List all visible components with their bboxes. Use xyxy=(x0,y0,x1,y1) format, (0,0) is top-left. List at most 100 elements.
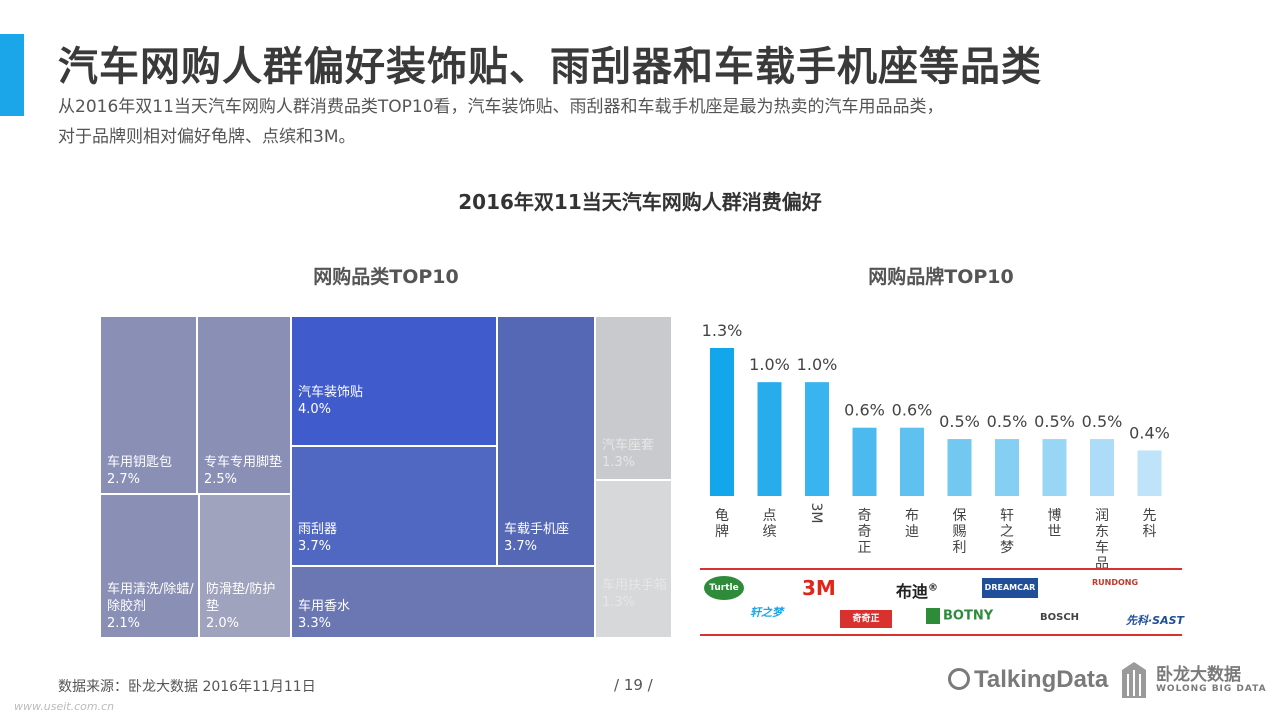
bar-category-label: 点缤 xyxy=(763,508,777,540)
bar-category-label: 先科 xyxy=(1143,508,1157,540)
xuanzhimeng-logo: 轩之梦 xyxy=(750,606,783,619)
treemap-tile-name: 专车专用脚垫 xyxy=(204,455,283,470)
treemap-tile-value: 2.7% xyxy=(107,472,141,487)
bar xyxy=(805,382,829,496)
budi-registered-mark: ® xyxy=(928,582,939,594)
treemap-tile-name: 车用扶手箱 xyxy=(602,578,668,593)
bar xyxy=(852,427,877,496)
treemap-tile-value: 2.0% xyxy=(206,616,240,631)
page-title: 汽车网购人群偏好装饰贴、雨刮器和车载手机座等品类 xyxy=(58,44,1042,90)
treemap-tile-value: 1.3% xyxy=(602,595,636,610)
bar-category-label: 奇奇正 xyxy=(858,507,872,556)
wolong-icon xyxy=(1122,662,1146,698)
bar xyxy=(757,382,782,496)
bar-value-label: 0.4% xyxy=(1129,423,1170,442)
treemap-tile: 汽车座套 1.3% xyxy=(595,316,672,480)
treemap-title: 网购品类TOP10 xyxy=(313,266,459,288)
treemap-tile-name: 车用清洗/除蜡/除胶剂 xyxy=(107,582,194,614)
treemap-tile-label: 汽车座套 1.3% xyxy=(602,437,667,471)
dreamcar-logo: DREAMCAR xyxy=(982,578,1038,598)
bar-category-label: 保赐利 xyxy=(953,508,967,556)
treemap-tile-name: 汽车座套 xyxy=(602,438,655,453)
treemap-tile-name: 汽车装饰贴 xyxy=(298,385,364,400)
treemap-tile-label: 车用扶手箱 1.3% xyxy=(602,577,667,611)
bar xyxy=(900,427,924,496)
bar-value-label: 0.5% xyxy=(1034,412,1075,431)
bar xyxy=(1042,439,1067,496)
treemap-tile-value: 3.3% xyxy=(298,616,332,631)
wolong-cn: 卧龙大数据 xyxy=(1156,665,1241,685)
treemap-tile-value: 3.7% xyxy=(298,539,332,554)
treemap-tile-value: 4.0% xyxy=(298,402,332,417)
treemap-tile: 防滑垫/防护垫 2.0% xyxy=(199,494,291,638)
3m-logo: 3M xyxy=(802,576,836,600)
treemap-tile-label: 雨刮器 3.7% xyxy=(298,521,492,555)
treemap-tile-value: 2.5% xyxy=(204,472,238,487)
bar-value-label: 0.6% xyxy=(892,401,933,420)
treemap-tile-label: 防滑垫/防护垫 2.0% xyxy=(206,581,286,632)
category-treemap: 车用钥匙包 2.7% 专车专用脚垫 2.5% 汽车装饰贴 4.0% 雨刮器 3.7% 车载手机座… xyxy=(100,316,672,638)
data-source: 数据来源：卧龙大数据 2016年11月11日 xyxy=(58,679,316,695)
page-number: / 19 / xyxy=(614,676,653,694)
botny-logo-text: BOTNY xyxy=(943,608,994,624)
bar xyxy=(1090,439,1114,496)
bar-value-label: 1.3% xyxy=(702,321,743,340)
subtitle-line-1: 从2016年双11当天汽车网购人群消费品类TOP10看，汽车装饰贴、雨刮器和车载… xyxy=(58,97,944,117)
botny-logo: BOTNY xyxy=(926,608,993,624)
bar-value-label: 0.5% xyxy=(1082,412,1123,431)
accent-bar xyxy=(0,34,24,116)
subtitle-line-2: 对于品牌则相对偏好龟牌、点缤和3M。 xyxy=(58,127,356,147)
treemap-tile-value: 3.7% xyxy=(504,539,538,554)
treemap-tile-label: 车用清洗/除蜡/除胶剂 2.1% xyxy=(107,581,194,632)
bosch-logo: BOSCH xyxy=(1040,612,1080,623)
treemap-tile: 车用扶手箱 1.3% xyxy=(595,480,672,638)
budi-logo: 布迪® xyxy=(896,578,938,602)
talkingdata-logo: TalkingData xyxy=(948,666,1108,694)
bar xyxy=(995,439,1019,496)
bar-category-label: 轩之梦 xyxy=(1000,508,1014,556)
treemap-tile-name: 车用钥匙包 xyxy=(107,455,173,470)
treemap-tile-name: 雨刮器 xyxy=(298,522,338,537)
treemap-tile-value: 2.1% xyxy=(107,616,141,631)
treemap-tile: 车载手机座 3.7% xyxy=(497,316,595,566)
talkingdata-icon xyxy=(948,668,970,690)
treemap-tile: 车用香水 3.3% xyxy=(291,566,595,638)
bar-category-label: 龟牌 xyxy=(715,508,729,540)
treemap-tile: 汽车装饰贴 4.0% xyxy=(291,316,497,446)
treemap-tile-name: 防滑垫/防护垫 xyxy=(206,582,276,614)
treemap-tile-name: 车载手机座 xyxy=(504,522,570,537)
chart-main-title: 2016年双11当天汽车网购人群消费偏好 xyxy=(458,190,822,214)
page-subtitle: 从2016年双11当天汽车网购人群消费品类TOP10看，汽车装饰贴、雨刮器和车载… xyxy=(58,92,1238,152)
treemap-tile-label: 车载手机座 3.7% xyxy=(504,521,590,555)
watermark: www.useit.com.cn xyxy=(14,700,115,713)
brand-logos: Turtle 3M 布迪® DREAMCAR RUNDONG 轩之梦 奇奇正 B… xyxy=(700,570,1184,636)
bar xyxy=(1137,450,1162,496)
treemap-tile: 车用清洗/除蜡/除胶剂 2.1% xyxy=(100,494,199,638)
bar-chart-title: 网购品牌TOP10 xyxy=(868,266,1014,288)
turtle-logo: Turtle xyxy=(704,576,744,600)
bar-category-label: 博世 xyxy=(1048,507,1062,540)
wolong-en: WOLONG BIG DATA xyxy=(1156,684,1267,694)
treemap-tile-name: 车用香水 xyxy=(298,599,351,614)
logo-divider-top xyxy=(700,568,1182,570)
treemap-tile: 雨刮器 3.7% xyxy=(291,446,497,566)
treemap-tile: 专车专用脚垫 2.5% xyxy=(197,316,291,494)
bar-category-label: 布迪 xyxy=(905,508,919,540)
bar-value-label: 1.0% xyxy=(797,355,838,374)
bar-value-label: 1.0% xyxy=(749,355,790,374)
treemap-tile-value: 1.3% xyxy=(602,455,636,470)
bar-category-label: 3M xyxy=(808,503,824,524)
talkingdata-text: TalkingData xyxy=(974,666,1109,693)
bar xyxy=(947,439,972,496)
treemap-tile-label: 车用钥匙包 2.7% xyxy=(107,454,192,488)
bar-category-label: 润东车品 xyxy=(1095,508,1109,570)
treemap-tile-label: 车用香水 3.3% xyxy=(298,598,590,632)
treemap-tile-label: 汽车装饰贴 4.0% xyxy=(298,384,492,418)
treemap-tile: 车用钥匙包 2.7% xyxy=(100,316,197,494)
bar-value-label: 0.5% xyxy=(987,412,1028,431)
brand-bar-chart: 1.3% 龟牌 1.0% 点缤 1.0% 3M 0.6% 奇奇正 0.6% 布迪 0.5% 保赐利 0.… xyxy=(702,321,1170,570)
bar-value-label: 0.5% xyxy=(939,412,980,431)
treemap-tile-label: 专车专用脚垫 2.5% xyxy=(204,454,286,488)
budi-logo-text: 布迪 xyxy=(896,582,929,601)
qiqizheng-logo: 奇奇正 xyxy=(840,610,892,628)
